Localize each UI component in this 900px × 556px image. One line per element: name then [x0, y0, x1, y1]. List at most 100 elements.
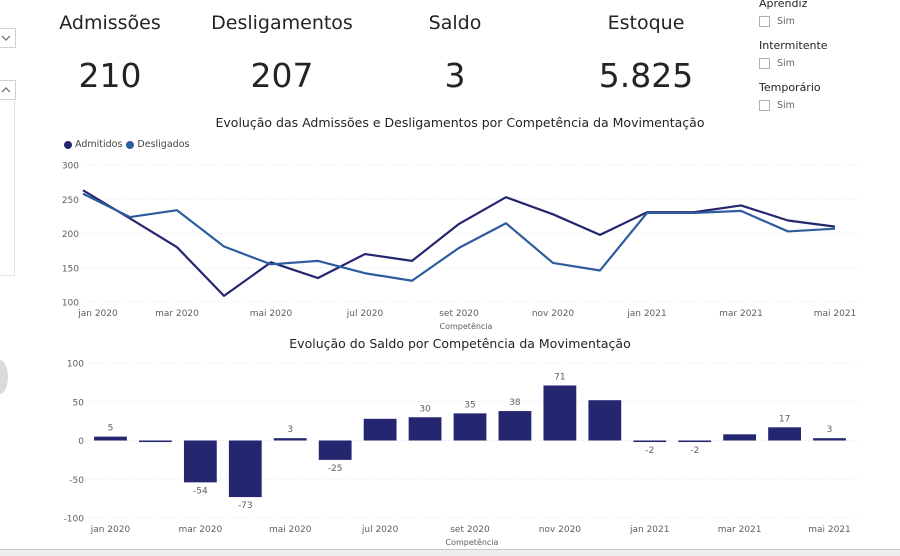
y-tick-label: 300	[62, 162, 79, 172]
data-label: 30	[419, 404, 431, 414]
filter-option-label: Sim	[777, 57, 795, 69]
bar[interactable]	[633, 440, 667, 443]
kpi-estoque: Estoque 5.825	[566, 8, 726, 96]
bar[interactable]	[228, 440, 262, 498]
x-tick-label: jan 2020	[77, 309, 118, 319]
x-tick-label: jan 2021	[626, 309, 667, 319]
filter-intermitente: Intermitente Sim	[759, 39, 899, 70]
kpi-saldo: Saldo 3	[375, 8, 535, 96]
data-label: -25	[328, 464, 343, 474]
chevron-up-icon[interactable]	[0, 80, 16, 100]
y-tick-label: 50	[73, 398, 85, 408]
bar[interactable]	[498, 411, 532, 441]
data-label: -54	[193, 486, 208, 496]
bar[interactable]	[94, 436, 127, 441]
x-tick-label: nov 2020	[532, 309, 575, 319]
checkbox[interactable]	[759, 57, 770, 69]
chevron-up-glyph	[1, 87, 11, 93]
checkbox[interactable]	[759, 15, 770, 27]
kpi-value: 207	[250, 56, 314, 95]
kpi-value: 3	[444, 56, 466, 95]
series-line-admitidos[interactable]	[82, 189, 836, 297]
x-tick-label: mai 2020	[269, 525, 312, 535]
filter-title: Aprendiz	[759, 0, 808, 10]
line-chart-title: Evolução das Admissões e Desligamentos p…	[216, 115, 705, 130]
y-tick-label: 0	[78, 437, 84, 447]
series-line-desligados[interactable]	[82, 192, 836, 282]
chevron-down-glyph	[1, 35, 11, 41]
filter-aprendiz: Aprendiz Sim	[759, 0, 899, 28]
x-tick-label: mar 2021	[718, 525, 762, 535]
bar[interactable]	[139, 440, 172, 443]
kpi-title: Saldo	[428, 12, 482, 34]
legend-item-admitidos[interactable]: Admitidos	[64, 139, 122, 150]
line-chart-xlabel: Competência	[440, 321, 493, 331]
data-label: -73	[238, 501, 253, 511]
kpi-value: 5.825	[598, 56, 694, 95]
filter-temporario: Temporário Sim	[759, 81, 899, 112]
kpi-desligamentos: Desligamentos 207	[202, 8, 362, 96]
kpi-value: 210	[78, 56, 142, 95]
left-panel-edge	[0, 0, 16, 555]
y-tick-label: -50	[69, 476, 84, 486]
filter-option-label: Sim	[777, 99, 795, 111]
legend-item-desligados[interactable]: Desligados	[126, 139, 189, 150]
bar[interactable]	[543, 385, 577, 441]
bar[interactable]	[768, 427, 801, 441]
bar[interactable]	[723, 434, 757, 441]
data-label: -2	[645, 446, 654, 456]
x-tick-label: jul 2020	[361, 525, 399, 535]
globe-icon	[0, 360, 8, 394]
x-tick-label: jan 2021	[629, 525, 670, 535]
data-label: -2	[690, 446, 699, 456]
bottom-scrollbar[interactable]	[0, 549, 900, 556]
x-tick-label: mai 2021	[814, 309, 857, 319]
filter-panel: Aprendiz Sim Intermitente Sim Temporário…	[759, 0, 899, 123]
x-tick-label: mai 2021	[808, 525, 851, 535]
bar[interactable]	[273, 438, 307, 441]
y-tick-label: 250	[62, 196, 79, 206]
x-tick-label: set 2020	[439, 309, 479, 319]
legend-dot-desligados	[126, 140, 135, 149]
bar[interactable]	[408, 417, 442, 441]
data-label: 5	[108, 424, 114, 434]
kpi-title: Estoque	[607, 12, 685, 34]
bar[interactable]	[453, 413, 487, 441]
filter-title: Temporário	[759, 81, 821, 94]
x-tick-label: mar 2020	[155, 309, 199, 319]
data-label: 17	[779, 414, 790, 424]
bar[interactable]	[588, 400, 622, 441]
legend-label: Desligados	[137, 139, 190, 150]
filter-option[interactable]: Sim	[759, 98, 899, 112]
x-tick-label: nov 2020	[539, 525, 582, 535]
data-label: 3	[827, 425, 833, 435]
kpi-title: Admissões	[59, 12, 161, 34]
checkbox[interactable]	[759, 99, 770, 111]
bar[interactable]	[318, 440, 352, 460]
data-label: 35	[464, 400, 475, 410]
x-tick-label: mai 2020	[250, 309, 293, 319]
y-tick-label: 100	[62, 299, 79, 309]
filter-option[interactable]: Sim	[759, 56, 899, 70]
bar[interactable]	[813, 438, 846, 441]
legend-dot-admitidos	[64, 140, 72, 149]
bar[interactable]	[183, 440, 217, 483]
y-tick-label: -100	[64, 515, 85, 525]
y-tick-label: 150	[62, 264, 79, 274]
legend-label: Admitidos	[75, 139, 123, 150]
filter-option-label: Sim	[777, 15, 795, 27]
x-tick-label: jan 2020	[90, 525, 131, 535]
bar[interactable]	[678, 440, 712, 443]
x-tick-label: set 2020	[450, 525, 490, 535]
data-label: 3	[287, 425, 293, 435]
y-tick-label: 200	[62, 230, 79, 240]
filter-option[interactable]: Sim	[759, 14, 899, 28]
data-label: 38	[509, 398, 521, 408]
x-tick-label: mar 2020	[178, 525, 222, 535]
chevron-down-icon[interactable]	[0, 28, 16, 48]
x-tick-label: mar 2021	[719, 309, 763, 319]
bar[interactable]	[363, 418, 397, 441]
slicer-panel	[0, 100, 15, 276]
line-chart: Evolução das Admissões e Desligamentos p…	[62, 115, 858, 331]
